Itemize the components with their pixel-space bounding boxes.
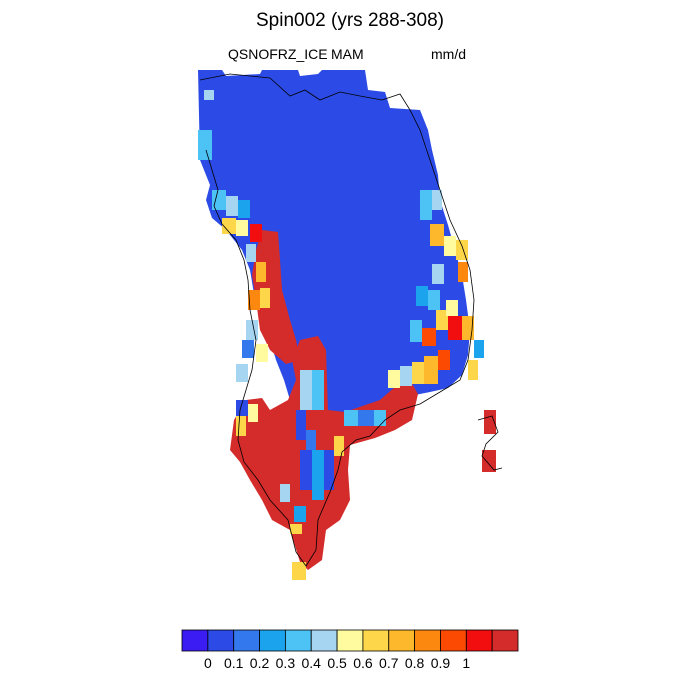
colorbar-tick-label: 0.4 [301,655,321,671]
colorbar-tick-label: 0 [204,655,212,671]
island-outline [477,415,503,471]
colorbar-swatches [181,629,519,652]
colorbar-swatch [259,629,286,652]
colorbar-tick-label: 0.6 [353,655,373,671]
variable-label: QSNOFRZ_ICE [228,46,328,62]
colorbar-swatch [465,629,493,652]
colorbar-tick-label: 0.1 [224,655,244,671]
colorbar-swatch [310,629,338,652]
plot-title: Spin002 (yrs 288-308) [256,10,444,31]
colorbar-swatch [440,629,467,652]
colorbar-swatch [233,629,260,652]
coastline [199,73,475,567]
colorbar-tick-label: 0.7 [379,655,399,671]
colorbar-swatch [207,629,235,652]
colorbar-swatch [336,629,364,652]
ice-sheet-interior [198,70,470,452]
colorbar-swatch [284,629,312,652]
colorbar-swatch [362,629,390,652]
colorbar-tick-label: 0.3 [276,655,296,671]
units-label: mm/d [431,46,466,62]
colorbar-tick-label: 1 [462,655,470,671]
colorbar-swatch [414,629,441,652]
colorbar-tick-label: 0.5 [327,655,347,671]
coastal-cells [198,90,496,580]
colorbar-swatch [491,629,519,652]
season-label: MAM [331,46,364,62]
colorbar-tick-label: 0.9 [431,655,451,671]
colorbar-swatch [388,629,416,652]
colorbar-tick-label: 0.8 [405,655,425,671]
colorbar-ticks: 0 0.1 0.2 0.3 0.4 0.5 0.6 0.7 0.8 0.9 1 [204,655,470,671]
colorbar-tick-label: 0.2 [250,655,270,671]
greenland-map [198,70,503,580]
colorbar-swatch [181,629,209,652]
